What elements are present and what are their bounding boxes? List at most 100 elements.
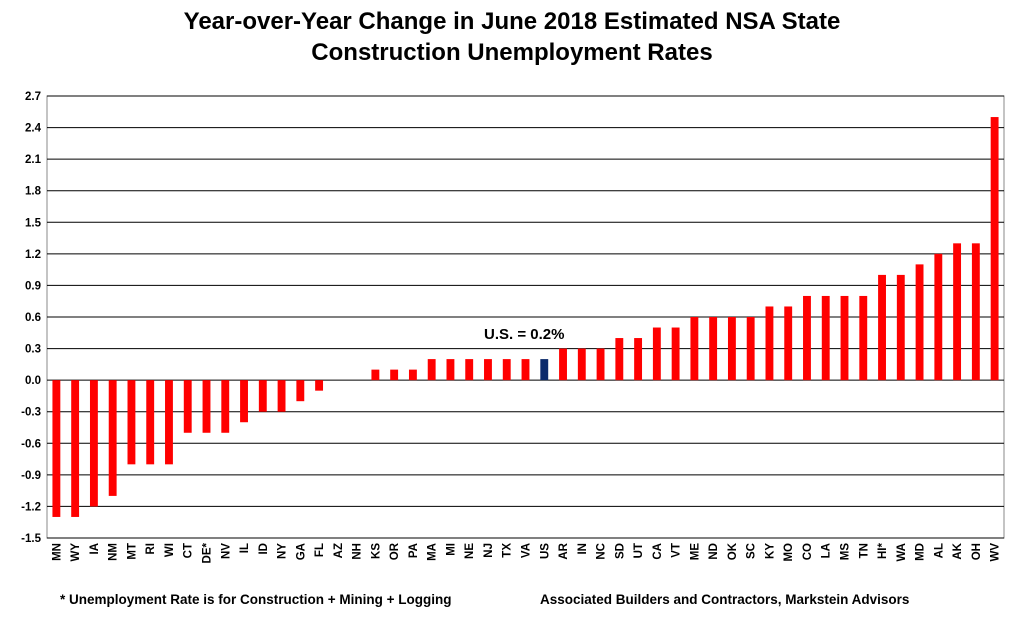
x-tick-label: NM (108, 543, 120, 561)
bar (52, 380, 61, 517)
bar (183, 380, 192, 433)
x-tick-label: CO (802, 543, 814, 560)
bar (840, 295, 849, 381)
bar (296, 380, 305, 402)
bar (803, 295, 811, 381)
x-tick-label: ME (689, 543, 701, 561)
x-tick-label: GA (295, 543, 307, 560)
x-tick-label: IN (577, 543, 589, 555)
bar (502, 359, 511, 381)
x-tick-label: VT (671, 543, 683, 558)
bar (258, 380, 267, 412)
chart-title: Year-over-Year Change in June 2018 Estim… (0, 6, 1024, 68)
bar (765, 306, 774, 381)
chart-title-line-1: Year-over-Year Change in June 2018 Estim… (183, 8, 841, 35)
bar (240, 380, 248, 423)
bar (915, 264, 924, 381)
bar (596, 348, 605, 381)
x-tick-label: VA (521, 543, 533, 558)
y-tick-label: -0.3 (21, 407, 41, 419)
bar (634, 338, 643, 381)
x-tick-label: NC (596, 543, 608, 560)
us-annotation: U.S. = 0.2% (484, 326, 564, 343)
bar (146, 380, 155, 465)
y-tick-label: 0.6 (25, 312, 41, 324)
x-tick-label: DE* (202, 542, 214, 563)
x-tick-label: AZ (333, 543, 345, 558)
bar (709, 317, 718, 381)
x-tick-label: OH (971, 543, 983, 560)
x-tick-label: MA (427, 543, 439, 561)
y-tick-label: 0.0 (25, 375, 41, 387)
bar (465, 359, 474, 381)
x-tick-label: ND (708, 543, 720, 560)
bar (371, 369, 380, 381)
x-tick-label: AR (558, 542, 570, 559)
footnote-left: * Unemployment Rate is for Construction … (60, 592, 452, 607)
y-tick-label: 0.3 (25, 344, 41, 356)
x-tick-label: FL (314, 543, 326, 557)
x-tick-label: NJ (483, 543, 495, 558)
bar (89, 380, 98, 507)
bar (446, 359, 455, 381)
bar (427, 359, 436, 381)
bar (165, 380, 173, 465)
x-tick-label: MI (445, 543, 457, 556)
x-tick-label: SD (614, 543, 626, 559)
bar (559, 348, 567, 381)
y-tick-label: -1.5 (21, 533, 41, 545)
x-tick-label: AL (933, 543, 945, 558)
x-tick-label: WI (164, 543, 176, 557)
bar (727, 317, 736, 381)
y-tick-label: 1.2 (25, 249, 41, 261)
x-tick-label: MO (783, 543, 795, 562)
x-tick-label: ID (258, 543, 270, 555)
bar (690, 317, 699, 381)
x-tick-label: WV (990, 543, 1002, 562)
x-tick-label: US (539, 543, 551, 559)
x-tick-label: NY (277, 543, 289, 559)
y-tick-label: 2.7 (25, 91, 41, 103)
bar (221, 380, 230, 433)
x-tick-label: KY (764, 543, 776, 559)
x-tick-label: SC (746, 543, 758, 559)
bar (615, 338, 624, 381)
bar (652, 327, 661, 381)
x-tick-label: OK (727, 542, 739, 560)
x-tick-label: TX (502, 543, 514, 558)
bar (408, 369, 417, 381)
y-tick-label: 1.5 (25, 217, 42, 229)
x-tick-label: OR (389, 542, 401, 560)
x-tick-label: MD (915, 543, 927, 561)
bar (971, 243, 980, 381)
bar (315, 380, 324, 391)
x-tick-label: PA (408, 543, 420, 558)
y-tick-label: 1.8 (25, 186, 42, 198)
y-tick-label: 2.1 (25, 154, 42, 166)
bar (878, 274, 886, 381)
bar (127, 380, 136, 465)
bar (784, 306, 793, 381)
x-tick-label: TN (858, 543, 870, 558)
x-tick-label: UT (633, 543, 645, 558)
x-tick-label: NH (352, 543, 364, 560)
x-tick-label: WA (896, 543, 908, 562)
bar (521, 359, 530, 381)
bar (390, 369, 399, 381)
x-tick-label: NE (464, 543, 476, 559)
bar (934, 253, 943, 381)
y-tick-label: 0.9 (25, 280, 41, 292)
bar (277, 380, 286, 412)
chart-title-line-2: Construction Unemployment Rates (311, 39, 713, 66)
bar-us (540, 359, 549, 381)
bar (896, 274, 905, 381)
x-tick-label: MS (840, 543, 852, 561)
bar (859, 295, 868, 381)
x-tick-label: IL (239, 543, 251, 553)
x-tick-label: HI* (877, 542, 889, 559)
footnote-source: Associated Builders and Contractors, Mar… (540, 592, 910, 607)
bar (577, 348, 586, 381)
y-tick-label: -1.2 (21, 501, 41, 513)
x-tick-label: MN (51, 543, 63, 561)
